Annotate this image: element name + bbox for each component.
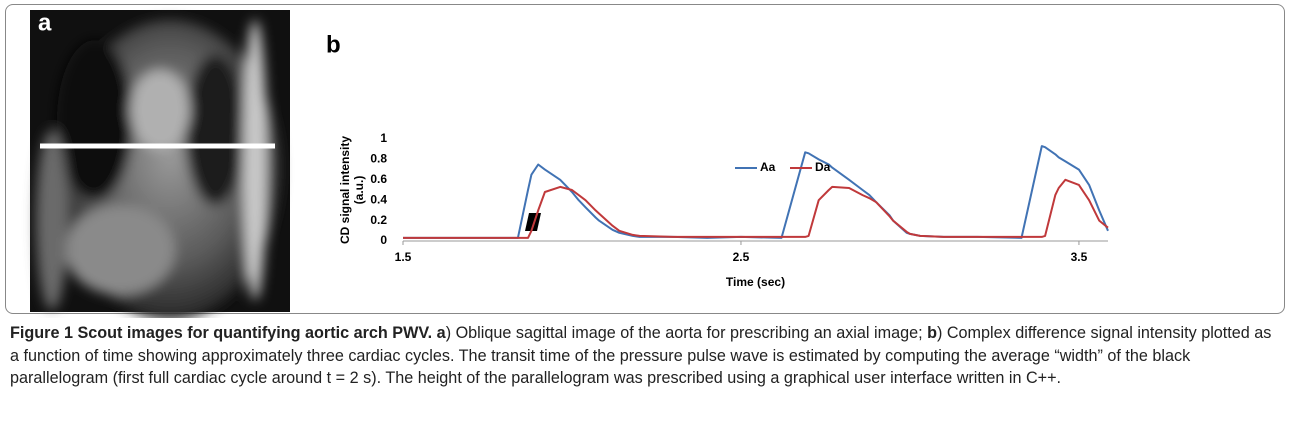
figure-label: Figure 1 — [10, 324, 73, 342]
panel-label: b — [326, 31, 341, 58]
x-tick-label: 3.5 — [1071, 250, 1088, 264]
x-tick-label: 1.5 — [395, 250, 412, 264]
series-line — [403, 180, 1108, 238]
y-tick-label: 1 — [380, 131, 387, 145]
panel-label: a — [38, 9, 52, 36]
y-tick-label: 0.6 — [370, 172, 387, 186]
caption: Figure 1 Scout images for quantifying ao… — [10, 322, 1272, 390]
mri-image — [30, 10, 290, 318]
page: a b 0 0.2 0.4 0.6 0.8 1 1.5 2.5 3.5 Time (sec) CD … — [0, 0, 1290, 434]
caption-title: Scout images for quantifying aortic arch… — [77, 324, 432, 342]
x-tick-label: 2.5 — [733, 250, 750, 264]
y-axis-title: (a.u.) — [352, 176, 366, 205]
y-tick-label: 0 — [380, 233, 387, 247]
series-line — [403, 146, 1108, 238]
caption-panel: b — [927, 324, 937, 342]
legend-label: Aa — [760, 160, 776, 174]
legend-label: Da — [815, 160, 831, 174]
figure: a b 0 0.2 0.4 0.6 0.8 1 1.5 2.5 3.5 Time (sec) CD … — [0, 0, 1290, 318]
y-axis-title: CD signal intensity — [338, 136, 352, 244]
y-tick-label: 0.2 — [370, 213, 387, 227]
y-tick-label: 0.8 — [370, 152, 387, 166]
y-tick-label: 0.4 — [370, 192, 387, 206]
x-axis-title: Time (sec) — [726, 275, 785, 289]
caption-text: ) Oblique sagittal image of the aorta fo… — [446, 324, 927, 342]
caption-panel: a — [437, 324, 446, 342]
